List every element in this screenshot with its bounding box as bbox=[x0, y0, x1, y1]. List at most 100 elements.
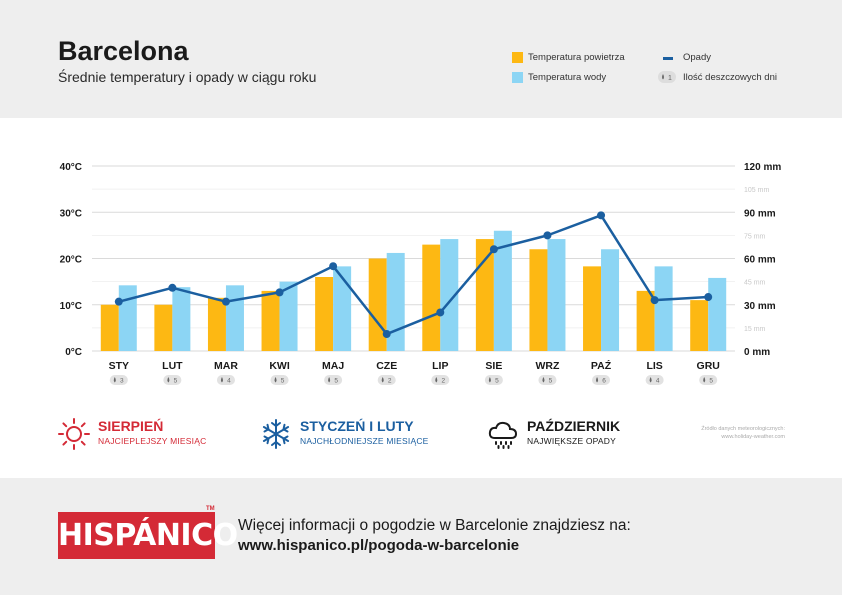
rain-days-value: 5 bbox=[281, 378, 285, 385]
legend-air-label: Temperatura powietrza bbox=[528, 52, 625, 63]
y-right-tick-label: 75 mm bbox=[744, 233, 766, 240]
raindrop-icon bbox=[488, 377, 491, 383]
legend-water-swatch bbox=[512, 72, 523, 83]
legend-precip-line bbox=[663, 57, 673, 60]
raindrop-icon bbox=[328, 377, 331, 383]
bar-air-temp bbox=[636, 290, 655, 351]
rain-days-badge bbox=[592, 375, 611, 385]
rain-days-badge bbox=[109, 375, 128, 385]
y-left-tick-label: 30°C bbox=[60, 208, 82, 219]
bar-air-temp bbox=[529, 249, 548, 351]
x-tick-label: LIP bbox=[432, 360, 448, 372]
info-url-link[interactable]: www.hispanico.pl/pogoda-w-barcelonie bbox=[238, 537, 520, 554]
raindrop-icon bbox=[113, 377, 116, 383]
page-subtitle: Średnie temperatury i opady w ciągu roku bbox=[58, 69, 317, 85]
data-source: Źródło danych meteorologicznych: www.hol… bbox=[655, 425, 785, 441]
bar-water-temp bbox=[493, 230, 512, 351]
rain-days-badge bbox=[431, 375, 450, 385]
rain-days-badge bbox=[538, 375, 557, 385]
bar-air-temp bbox=[422, 244, 441, 351]
bar-water-temp bbox=[547, 239, 566, 351]
bar-air-temp bbox=[207, 297, 226, 351]
precip-point bbox=[329, 262, 338, 271]
bar-water-temp bbox=[118, 285, 137, 351]
rain-days-badge bbox=[484, 375, 503, 385]
rain-cloud-icon bbox=[488, 421, 518, 449]
rain-days-value: 2 bbox=[441, 378, 445, 385]
feature-hottest-title: SIERPIEŃ bbox=[98, 418, 164, 434]
rain-days-value: 5 bbox=[174, 378, 178, 385]
precip-point bbox=[543, 231, 552, 240]
bar-air-temp bbox=[315, 277, 334, 351]
rain-days-value: 5 bbox=[334, 378, 338, 385]
data-source-line2: www.holiday-weather.com bbox=[721, 434, 785, 440]
precip-point bbox=[704, 293, 713, 302]
rain-days-value: 5 bbox=[709, 378, 713, 385]
climate-chart: 0 mm 15 mm 30 mm 45 mm 60 mm 75 mm 90 mm 105 mm… bbox=[60, 162, 781, 385]
raindrop-icon bbox=[167, 377, 170, 383]
y-left-tick-label: 20°C bbox=[60, 255, 82, 266]
raindrop-icon bbox=[649, 377, 652, 383]
rain-days-value: 5 bbox=[549, 378, 553, 385]
bar-air-temp bbox=[261, 290, 280, 351]
bar-air-temp bbox=[100, 304, 119, 351]
legend-water-label: Temperatura wody bbox=[528, 72, 607, 83]
bar-water-temp bbox=[386, 252, 405, 351]
y-right-tick-label: 90 mm bbox=[744, 208, 776, 219]
bar-water-temp bbox=[440, 239, 459, 351]
feature-wettest-subtitle: NAJWIĘKSZE OPADY bbox=[527, 436, 617, 446]
precip-point bbox=[650, 296, 659, 305]
raindrop-icon bbox=[220, 377, 223, 383]
precip-point bbox=[382, 330, 391, 339]
info-text: Więcej informacji o pogodzie w Barceloni… bbox=[238, 517, 631, 534]
x-tick-label: LIS bbox=[646, 360, 662, 372]
y-right-tick-label: 105 mm bbox=[744, 187, 769, 194]
raindrop-icon bbox=[542, 377, 545, 383]
rain-days-badge bbox=[163, 375, 182, 385]
y-right-tick-label: 45 mm bbox=[744, 280, 766, 287]
legend-precip-label: Opady bbox=[683, 52, 711, 63]
rain-days-badge bbox=[324, 375, 343, 385]
snowflake-icon bbox=[262, 419, 290, 449]
precip-point bbox=[275, 288, 284, 297]
hispanico-logo[interactable]: HISPÁNICO bbox=[58, 512, 238, 559]
x-tick-label: KWI bbox=[269, 360, 289, 372]
precip-point bbox=[168, 283, 177, 292]
x-tick-label: SIE bbox=[485, 360, 502, 372]
x-tick-label: STY bbox=[109, 360, 129, 372]
y-right-tick-label: 15 mm bbox=[744, 326, 766, 333]
logo-trademark: TM bbox=[206, 506, 215, 512]
raindrop-icon bbox=[596, 377, 599, 383]
sun-icon bbox=[58, 418, 90, 450]
x-tick-label: WRZ bbox=[535, 360, 559, 372]
rain-days-value: 3 bbox=[120, 378, 124, 385]
y-right-tick-label: 120 mm bbox=[744, 162, 781, 173]
bar-water-temp bbox=[225, 285, 244, 351]
bar-water-temp bbox=[601, 249, 620, 351]
precip-point bbox=[489, 245, 498, 254]
precip-line bbox=[118, 214, 709, 336]
feature-coldest-title: STYCZEŃ I LUTY bbox=[300, 418, 414, 434]
bar-water-temp bbox=[708, 277, 727, 351]
feature-hottest-subtitle: NAJCIEPLEJSZY MIESIĄC bbox=[98, 436, 207, 446]
y-left-tick-label: 10°C bbox=[60, 301, 82, 312]
x-tick-label: GRU bbox=[697, 360, 720, 372]
rain-days-badge bbox=[270, 375, 289, 385]
legend-rain-days-badge-value: 1 bbox=[668, 75, 672, 82]
y-right-tick-label: 0 mm bbox=[744, 347, 770, 358]
bar-water-temp bbox=[172, 287, 191, 351]
y-left-tick-label: 40°C bbox=[60, 162, 82, 173]
data-source-line1: Źródło danych meteorologicznych: bbox=[701, 426, 785, 432]
x-tick-label: LUT bbox=[162, 360, 183, 372]
rain-days-value: 2 bbox=[388, 378, 392, 385]
feature-wettest-title: PAŹDZIERNIK bbox=[527, 418, 621, 434]
rain-days-value: 6 bbox=[602, 378, 606, 385]
y-right-tick-label: 60 mm bbox=[744, 255, 776, 266]
rain-days-value: 4 bbox=[656, 378, 660, 385]
legend-rain-days-badge: 1 bbox=[658, 71, 676, 83]
header-band bbox=[0, 0, 842, 118]
rain-days-badge bbox=[645, 375, 664, 385]
raindrop-icon bbox=[381, 377, 384, 383]
rain-days-badge bbox=[699, 375, 718, 385]
bar-water-temp bbox=[279, 281, 298, 351]
